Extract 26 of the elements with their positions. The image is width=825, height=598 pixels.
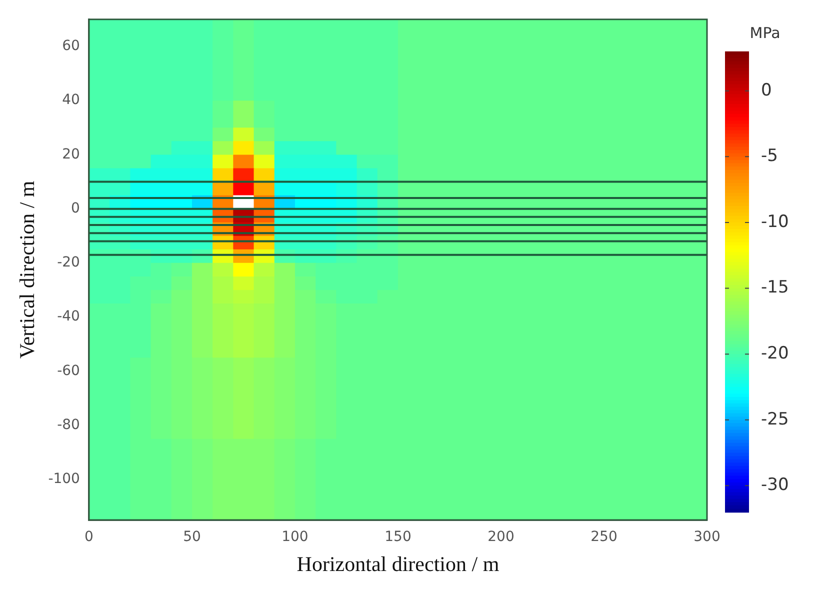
- color-bar-label: -25: [761, 409, 789, 430]
- y-tick-label: -40: [57, 308, 80, 325]
- color-bar-label: 0: [761, 80, 772, 100]
- color-bar-label: -5: [761, 146, 778, 166]
- color-bar-title: MPa: [750, 24, 780, 42]
- y-tick-label: -100: [48, 471, 80, 488]
- x-axis-title: Horizontal direction / m: [296, 552, 500, 576]
- color-bar-label: -20: [761, 344, 789, 364]
- y-tick-label: 20: [62, 146, 80, 162]
- x-tick-label: 200: [488, 529, 514, 546]
- y-tick-label: 60: [62, 38, 80, 54]
- x-tick-label: 50: [183, 529, 201, 546]
- x-tick-label: 100: [282, 529, 308, 546]
- y-tick-label: -60: [57, 362, 80, 379]
- x-tick-label: 250: [590, 529, 618, 546]
- x-tick-label: 300: [694, 529, 720, 546]
- y-tick-label: 0: [71, 200, 80, 216]
- y-tick-label: -80: [57, 416, 80, 433]
- y-axis-title: Vertical direction / m: [15, 180, 40, 359]
- color-bar-label: -15: [761, 278, 789, 298]
- y-tick-label: -20: [57, 254, 80, 271]
- x-tick-label: 150: [384, 529, 412, 546]
- y-tick-label: 40: [62, 92, 80, 108]
- color-bar-label: -30: [761, 475, 789, 496]
- x-tick-label: 0: [84, 529, 94, 546]
- color-bar-label: -10: [761, 212, 789, 232]
